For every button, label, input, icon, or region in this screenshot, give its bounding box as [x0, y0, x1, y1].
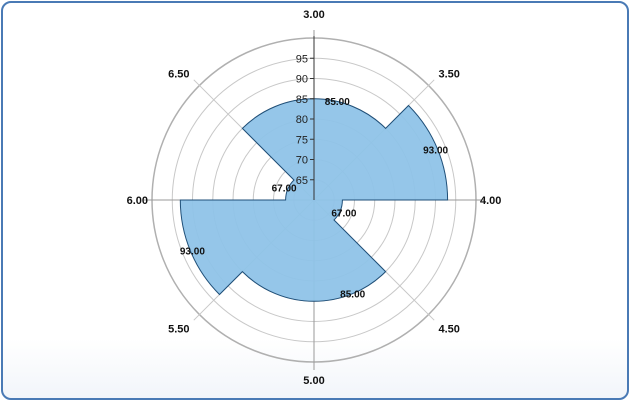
axis-layer: 65 70 75 80 85 90 95 — [296, 36, 315, 200]
angle-axis-label: 6.00 — [127, 195, 148, 207]
radial-tick-label: 70 — [296, 155, 308, 167]
angle-axis-label: 4.00 — [480, 195, 501, 207]
label-layer: 3.00 3.50 4.00 4.50 5.00 5.50 6.00 6.50 85.00 93.… — [127, 9, 502, 387]
data-label: 85.00 — [340, 290, 365, 301]
series-area — [179, 98, 449, 302]
angle-axis-label: 3.50 — [439, 69, 460, 81]
radial-tick-label: 95 — [296, 53, 308, 65]
angle-axis-label: 4.50 — [439, 324, 460, 336]
angle-axis-label: 6.50 — [168, 69, 189, 81]
angle-axis-label: 5.50 — [168, 324, 189, 336]
radial-tick-label: 85 — [296, 94, 308, 106]
data-label: 85.00 — [325, 97, 350, 108]
angle-axis-label: 5.00 — [303, 375, 324, 387]
radial-tick-label: 80 — [296, 114, 308, 126]
angle-axis-label: 3.00 — [303, 9, 324, 21]
radial-tick-label: 65 — [296, 175, 308, 187]
data-label: 93.00 — [180, 246, 205, 257]
data-label: 67.00 — [331, 208, 356, 219]
data-label: 93.00 — [423, 146, 448, 157]
radial-tick-label: 75 — [296, 134, 308, 146]
radial-tick-label: 90 — [296, 74, 308, 86]
area-layer — [179, 98, 449, 302]
data-label: 67.00 — [272, 184, 297, 195]
